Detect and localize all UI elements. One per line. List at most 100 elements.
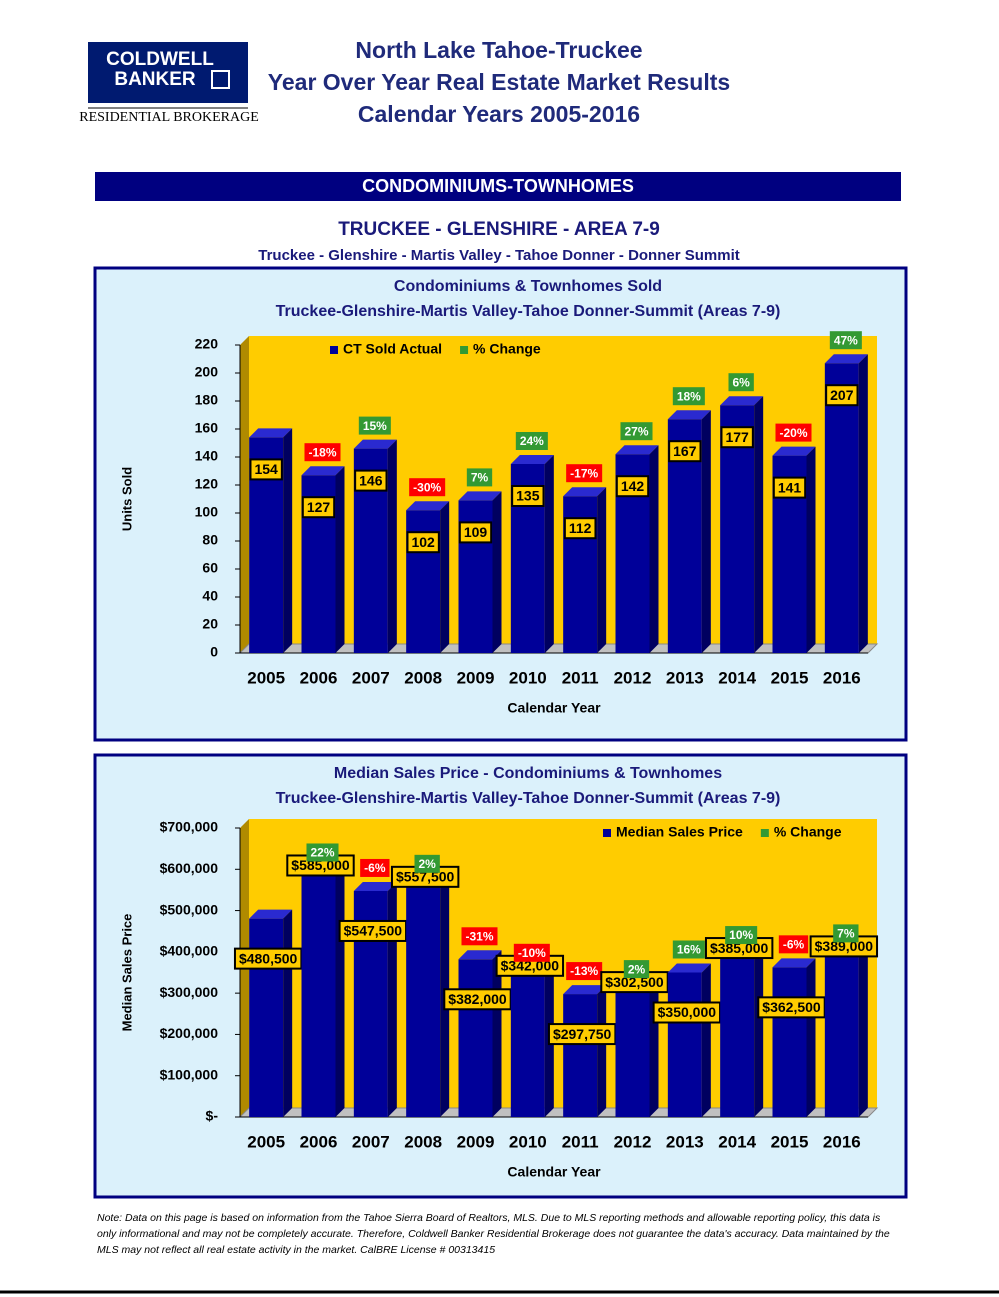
y-tick-label: 100 [195, 504, 219, 520]
bar [406, 886, 441, 1117]
change-label: 47% [834, 333, 858, 347]
x-tick-label: 2006 [300, 668, 338, 687]
plot-back-wall [249, 336, 877, 644]
x-tick-label: 2014 [718, 1132, 756, 1151]
bar-side [335, 466, 345, 653]
bar-value-label: 112 [569, 520, 592, 536]
x-tick-label: 2007 [352, 668, 390, 687]
bar [772, 967, 807, 1117]
bar-top [406, 501, 450, 511]
bar-top [510, 455, 554, 464]
bar-side [387, 439, 397, 653]
change-label: -10% [518, 946, 546, 960]
legend-label: CT Sold Actual [343, 341, 442, 357]
bar-value-label: 127 [307, 499, 331, 515]
bar-side [283, 909, 293, 1117]
chart-subtitle: Truckee-Glenshire-Martis Valley-Tahoe Do… [276, 303, 781, 320]
bar-side [806, 958, 816, 1117]
legend-label: Median Sales Price [616, 824, 743, 840]
bar [720, 958, 755, 1117]
change-label-box [414, 854, 440, 873]
bar-top [772, 958, 816, 968]
legend-swatch [330, 346, 338, 354]
change-label-box [775, 423, 812, 442]
bar-value-label: 207 [830, 387, 854, 403]
bar-top [249, 428, 293, 438]
y-tick-label: 220 [195, 336, 219, 352]
page-title: Calendar Years 2005-2016 [358, 101, 640, 127]
change-label: 6% [732, 375, 750, 389]
change-label: -20% [779, 426, 807, 440]
y-tick-label: 80 [202, 532, 218, 548]
chart-subtitle: Truckee-Glenshire-Martis Valley-Tahoe Do… [276, 790, 781, 807]
bar-value-label: $547,500 [344, 923, 403, 939]
bar-value-label: 167 [673, 443, 697, 459]
change-label: 7% [471, 471, 489, 485]
change-label-box [461, 927, 498, 946]
page-title: North Lake Tahoe-Truckee [355, 37, 642, 63]
chart-title: Condominiums & Townhomes Sold [394, 278, 662, 295]
bar [824, 956, 859, 1117]
change-label: 2% [418, 857, 436, 871]
change-label: -30% [413, 480, 441, 494]
bar-top [772, 446, 816, 456]
x-tick-label: 2009 [457, 1132, 495, 1151]
bar-value-label-box [825, 384, 859, 407]
bar-side [701, 410, 711, 653]
change-label-box [409, 478, 446, 497]
bar-value-label: $382,000 [448, 991, 507, 1007]
x-tick-label: 2012 [614, 668, 652, 687]
x-tick-label: 2013 [666, 668, 704, 687]
x-tick-label: 2011 [562, 1132, 599, 1151]
bar-value-label-box [233, 947, 303, 970]
legend-label: % Change [473, 341, 541, 357]
bar-value-label-box [547, 1023, 617, 1046]
bar-value-label: 109 [464, 524, 488, 540]
y-tick-label: $700,000 [160, 819, 219, 835]
bar-value-label: 177 [725, 429, 749, 445]
bar-value-label-box [338, 919, 408, 942]
bar-value-label-box [772, 476, 807, 499]
legend-swatch [460, 346, 469, 354]
logo-sub: RESIDENTIAL BROKERAGE [79, 110, 259, 125]
bar-value-label: $389,000 [815, 938, 874, 954]
bar-top [563, 985, 607, 995]
bar-side [440, 501, 450, 653]
bar-top [563, 487, 607, 497]
legend-label: % Change [774, 824, 842, 840]
bar-side [858, 947, 868, 1117]
change-label-box [672, 387, 705, 406]
logo-icon [211, 70, 230, 89]
change-label-box [566, 464, 603, 483]
y-tick-label: 40 [202, 588, 218, 604]
bar-value-label-box [458, 521, 493, 544]
bar [458, 959, 493, 1117]
bar-top [667, 410, 711, 420]
change-label-box [672, 940, 705, 959]
y-tick-label: 200 [195, 364, 219, 380]
x-tick-label: 2005 [247, 1132, 285, 1151]
bar-top [301, 466, 345, 476]
change-label-box [360, 858, 390, 877]
x-tick-label: 2013 [666, 1132, 704, 1151]
bar-top [249, 909, 293, 919]
bar-value-label: $480,500 [239, 950, 298, 966]
bar-value-label-box [757, 996, 826, 1019]
chart-title: Median Sales Price - Condominiums & Town… [334, 765, 722, 782]
change-label: -18% [308, 445, 336, 459]
x-tick-label: 2015 [771, 1132, 809, 1151]
change-label: 18% [677, 389, 701, 403]
x-tick-label: 2012 [614, 1132, 652, 1151]
legend-swatch [760, 829, 769, 837]
change-label-box [620, 422, 653, 441]
y-tick-label: 0 [210, 644, 218, 660]
legend-swatch [603, 829, 611, 837]
bar-side [701, 963, 711, 1117]
x-tick-label: 2016 [823, 1132, 861, 1151]
y-axis-label: Median Sales Price [119, 914, 134, 1032]
change-label: 7% [837, 927, 855, 941]
x-tick-label: 2014 [718, 668, 756, 687]
x-axis-label: Calendar Year [507, 700, 601, 716]
bar-top [615, 445, 659, 455]
